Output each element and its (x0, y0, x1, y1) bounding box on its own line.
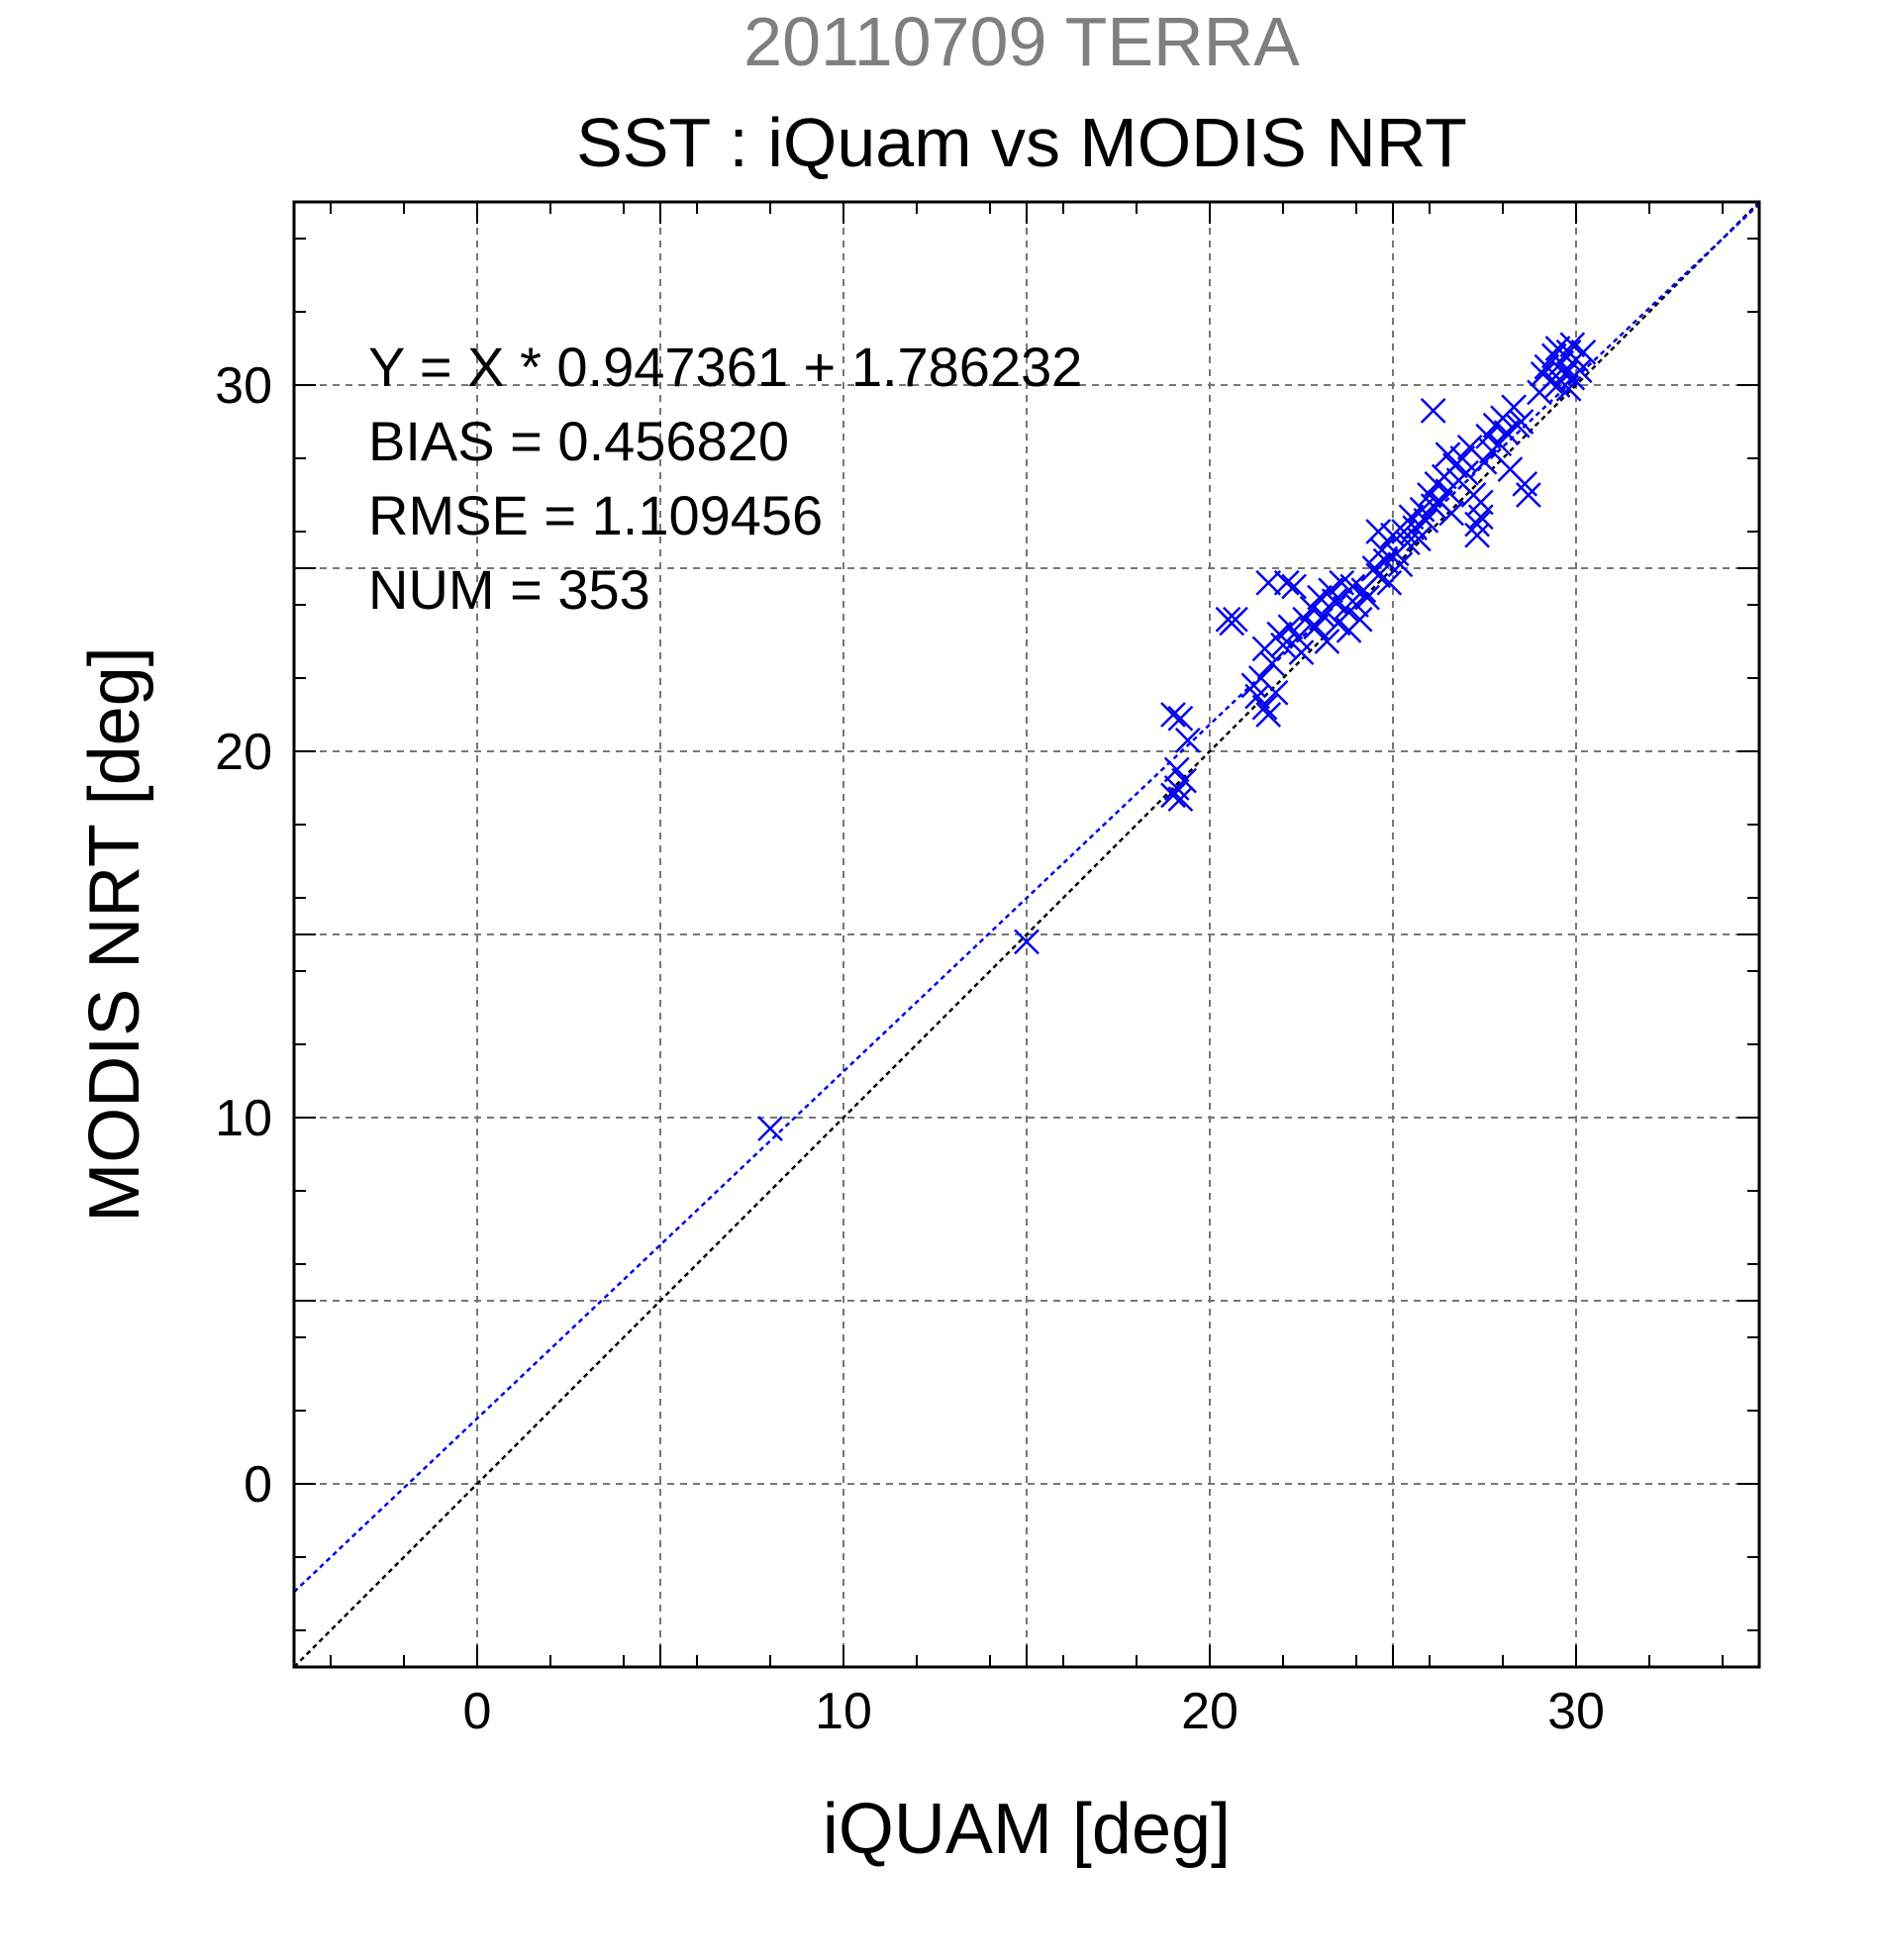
data-point (1537, 368, 1563, 395)
chart-title: 20110709 TERRA (743, 3, 1300, 80)
data-point (1163, 775, 1190, 801)
data-point (1014, 929, 1040, 955)
data-point (1420, 398, 1446, 424)
data-point (1559, 332, 1586, 358)
identity-line (293, 201, 1760, 1668)
x-tick-label: 0 (463, 1683, 492, 1740)
data-points (757, 332, 1597, 1141)
chart-subtitle: SST : iQuam vs MODIS NRT (576, 104, 1467, 181)
stats-block: Y = X * 0.947361 + 1.786232 BIAS = 0.456… (368, 336, 1082, 621)
x-tick-label: 20 (1181, 1683, 1238, 1740)
data-point (1467, 504, 1494, 531)
data-point (1160, 782, 1186, 809)
data-point (1163, 756, 1190, 783)
x-tick-label: 30 (1547, 1683, 1605, 1740)
data-point (1273, 569, 1300, 596)
data-point (1310, 603, 1336, 629)
data-point (1284, 625, 1311, 651)
data-point (1435, 441, 1461, 468)
data-point (1449, 445, 1476, 471)
data-point (1372, 547, 1399, 574)
data-point (1493, 420, 1520, 445)
data-point (1167, 705, 1194, 732)
data-point (1534, 353, 1560, 380)
data-point (1464, 522, 1490, 548)
data-point (1365, 562, 1392, 589)
axis-ticks (294, 202, 1759, 1667)
data-point (1343, 592, 1369, 618)
num-stat: NUM = 353 (368, 558, 650, 621)
rmse-stat: RMSE = 1.109456 (368, 484, 823, 546)
data-point (1174, 728, 1201, 753)
x-tick-label: 10 (815, 1683, 872, 1740)
data-point (1387, 551, 1414, 578)
fit-line (293, 203, 1760, 1594)
data-point (1255, 702, 1282, 728)
data-point (1464, 511, 1490, 538)
data-point (1270, 632, 1296, 658)
data-point (1438, 500, 1465, 527)
data-point (1314, 629, 1340, 654)
data-point (1262, 679, 1289, 706)
data-point (1365, 519, 1392, 544)
data-point (1354, 584, 1380, 611)
data-point (1321, 588, 1347, 615)
y-tick-label: 10 (215, 1090, 272, 1147)
data-point (1255, 569, 1282, 596)
data-point (1376, 569, 1403, 596)
data-point (1277, 614, 1304, 640)
y-tick-label: 30 (215, 357, 272, 415)
plot-frame (292, 200, 1761, 1669)
data-point (1552, 361, 1578, 387)
data-point (1471, 448, 1498, 475)
data-point (1223, 606, 1248, 633)
data-point (1467, 489, 1494, 516)
data-point (1413, 508, 1439, 534)
data-point (1346, 606, 1373, 633)
data-point (1570, 339, 1597, 365)
y-tick-label: 20 (215, 724, 272, 781)
bias-stat: BIAS = 0.456820 (368, 410, 789, 472)
y-tick-label: 0 (244, 1456, 272, 1514)
data-point (1516, 482, 1541, 508)
y-axis-label: MODIS NRT [deg] (75, 646, 154, 1223)
x-axis-label: iQUAM [deg] (823, 1790, 1231, 1869)
data-point (1281, 573, 1307, 600)
data-point (1251, 694, 1278, 721)
data-point (1303, 614, 1330, 640)
data-point (1160, 702, 1186, 728)
regression-equation: Y = X * 0.947361 + 1.786232 (368, 336, 1082, 398)
data-point (1259, 650, 1285, 677)
data-point (1544, 336, 1571, 361)
data-point (1406, 526, 1432, 552)
data-point (1555, 375, 1582, 402)
data-point (757, 1116, 783, 1141)
data-point (1288, 639, 1315, 665)
data-point (1508, 409, 1534, 435)
reference-lines (293, 201, 1760, 1668)
